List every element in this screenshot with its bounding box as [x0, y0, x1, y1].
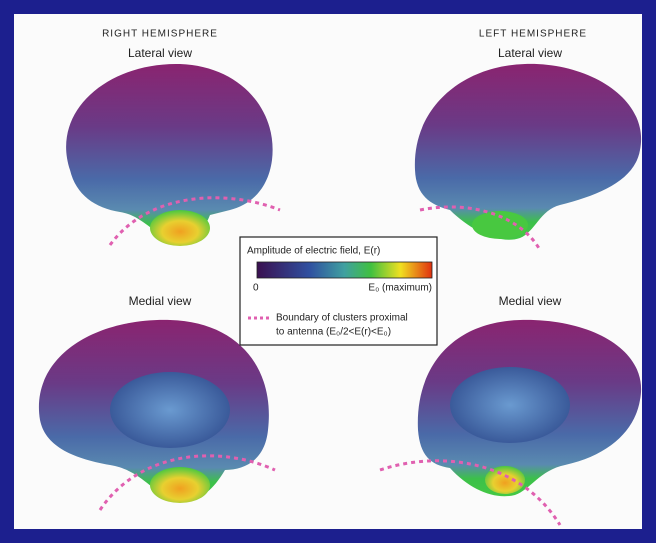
hemisphere-title: RIGHT HEMISPHERE [102, 29, 218, 40]
scale-min-label: 0 [253, 283, 259, 294]
boundary-label: to antenna (E₀/2<E(r)<E₀) [276, 327, 391, 338]
scale-max-label: E₀ (maximum) [368, 283, 432, 294]
legend-title: Amplitude of electric field, E(r) [247, 246, 380, 257]
figure: RIGHT HEMISPHERE Lateral view Medial vie… [0, 0, 656, 543]
view-label: Lateral view [498, 46, 562, 60]
boundary-label: Boundary of clusters proximal [276, 313, 408, 324]
color-scale [257, 262, 432, 278]
page: RIGHT HEMISPHERE Lateral view Medial vie… [0, 0, 656, 543]
view-label: Lateral view [128, 46, 192, 60]
view-label: Medial view [129, 294, 192, 308]
hemisphere-title: LEFT HEMISPHERE [479, 29, 587, 40]
view-label: Medial view [499, 294, 562, 308]
